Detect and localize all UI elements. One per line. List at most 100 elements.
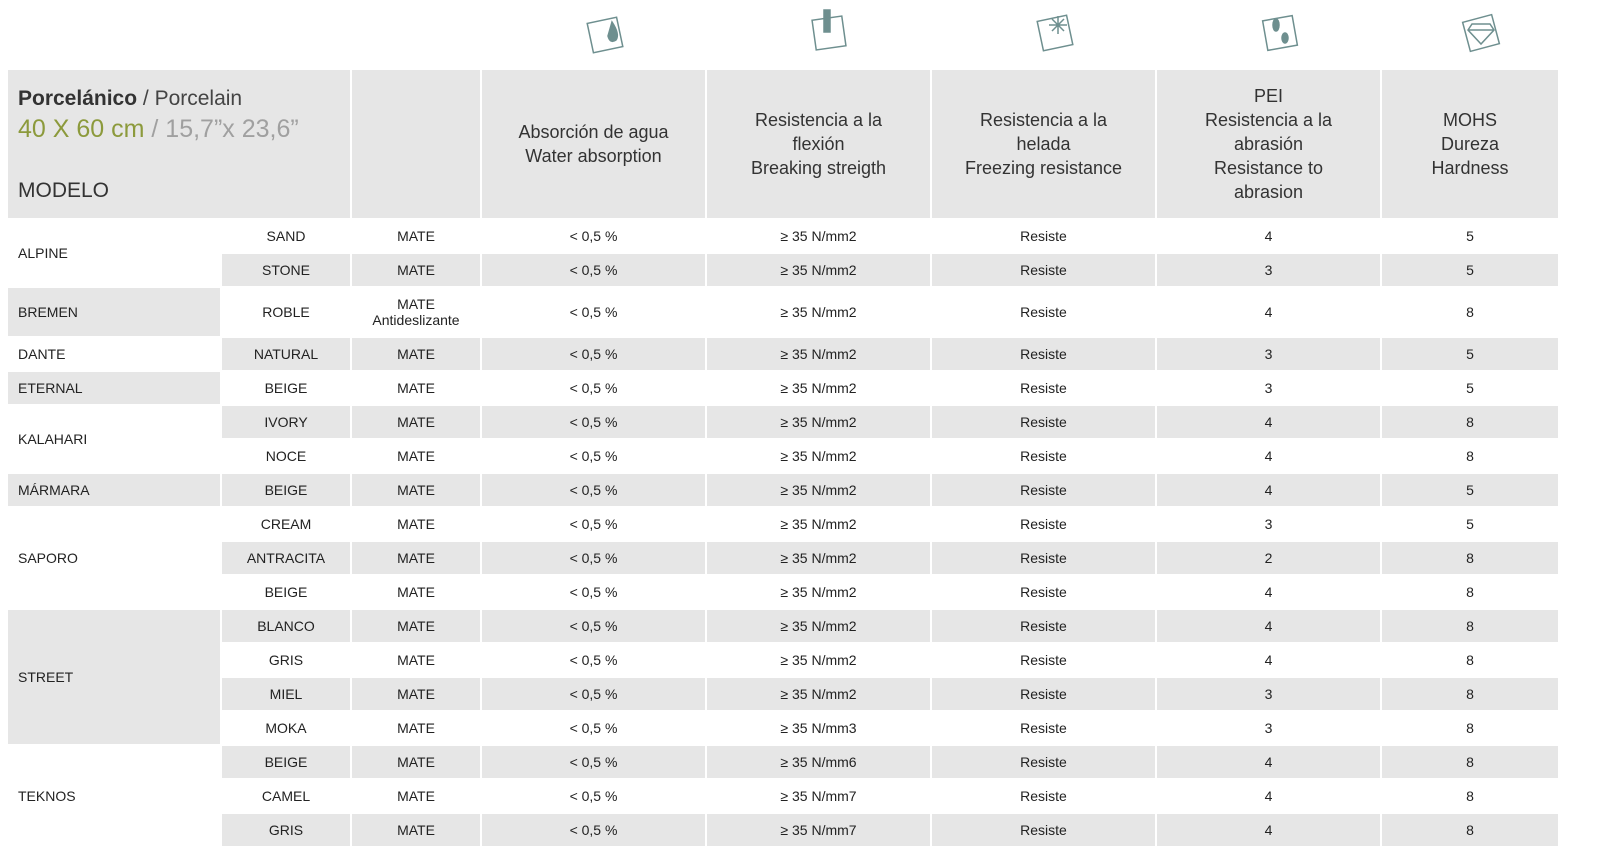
finish-cell: MATE bbox=[352, 406, 480, 438]
breaking-strength-cell: ≥ 35 N/mm7 bbox=[707, 814, 930, 846]
frost-resistance-cell: Resiste bbox=[932, 814, 1155, 846]
water-absorption-cell: < 0,5 % bbox=[482, 406, 705, 438]
water-absorption-cell: < 0,5 % bbox=[482, 814, 705, 846]
breaking-strength-cell: ≥ 35 N/mm2 bbox=[707, 474, 930, 506]
breaking-strength-cell: ≥ 35 N/mm2 bbox=[780, 584, 857, 600]
table-row: CAMEL MATE < 0,5 % ≥ 35 N/mm7 Resiste 4 8 bbox=[8, 780, 1558, 812]
water-absorption-cell: < 0,5 % bbox=[569, 380, 618, 396]
column-header: PEI Resistencia a la abrasión Resistance… bbox=[1157, 70, 1380, 218]
table-row: ETERNAL BEIGE MATE < 0,5 % ≥ 35 N/mm2 Resiste… bbox=[8, 372, 1558, 404]
frost-resistance-cell: Resiste bbox=[1020, 516, 1067, 532]
size-cm: 40 X 60 cm bbox=[18, 115, 145, 143]
frost-resistance-cell: Resiste bbox=[1020, 720, 1067, 736]
water-absorption-cell: < 0,5 % bbox=[569, 304, 618, 320]
frost-resistance-cell: Resiste bbox=[932, 610, 1155, 642]
frost-resistance-cell: Resiste bbox=[932, 542, 1155, 574]
color-cell: CAMEL bbox=[261, 788, 311, 804]
table-row: NOCE MATE < 0,5 % ≥ 35 N/mm2 Resiste 4 8 bbox=[8, 440, 1558, 472]
color-cell: GRIS bbox=[222, 814, 350, 846]
frost-resistance-cell: Resiste bbox=[932, 474, 1155, 506]
water-absorption-cell: < 0,5 % bbox=[569, 720, 618, 736]
model-cell: BREMEN bbox=[8, 288, 220, 336]
table-row: STREET BLANCO MATE < 0,5 % ≥ 35 N/mm2 Resiste… bbox=[8, 610, 1558, 744]
table-row: MÁRMARA BEIGE MATE < 0,5 % ≥ 35 N/mm2 Resiste… bbox=[8, 474, 1558, 506]
color-cell: IVORY bbox=[222, 406, 350, 438]
table-row: STONE MATE < 0,5 % ≥ 35 N/mm2 Resiste 3 5 bbox=[8, 254, 1558, 286]
color-cell: ANTRACITA bbox=[222, 542, 350, 574]
water-absorption-cell: < 0,5 % bbox=[569, 584, 618, 600]
column-header: Resistencia a la helada Freezing resista… bbox=[932, 70, 1155, 218]
model-cell: DANTE bbox=[18, 346, 66, 362]
icon-abrasion bbox=[1261, 14, 1299, 52]
mohs-cell: 8 bbox=[1466, 652, 1474, 668]
color-cell: BEIGE bbox=[222, 746, 350, 778]
modelo: MODELO bbox=[18, 179, 110, 202]
icon-flexion bbox=[811, 9, 847, 51]
finish-cell: MATE bbox=[397, 720, 435, 736]
pei-cell: 3 bbox=[1157, 254, 1380, 286]
finish-cell: MATE bbox=[352, 542, 480, 574]
column-header: Absorción de agua Water absorption bbox=[482, 70, 705, 218]
mohs-cell: 5 bbox=[1466, 380, 1474, 396]
pei-cell: 4 bbox=[1157, 406, 1380, 438]
pei-cell: 4 bbox=[1157, 474, 1380, 506]
column-header: MOHS Dureza Hardness bbox=[1382, 70, 1558, 218]
mohs-cell: 8 bbox=[1382, 542, 1558, 574]
finish-cell: MATE bbox=[352, 338, 480, 370]
finish-cell: MATE bbox=[397, 788, 435, 804]
table-row: ALPINE SAND MATE < 0,5 % ≥ 35 N/mm2 Resiste 4 5 bbox=[8, 220, 1558, 261]
frost-resistance-cell: Resiste bbox=[1020, 448, 1067, 464]
icon-frost bbox=[1036, 14, 1074, 52]
color-cell: NATURAL bbox=[222, 338, 350, 370]
mohs-cell: 8 bbox=[1382, 746, 1558, 778]
water-absorption-cell: < 0,5 % bbox=[482, 746, 705, 778]
icon-water bbox=[586, 16, 624, 54]
model-cell: ETERNAL bbox=[8, 372, 220, 404]
header-title-cell: Porcelánico / Porcelain 40 X 60 cm / 15,7… bbox=[8, 70, 350, 218]
color-cell: BEIGE bbox=[222, 474, 350, 506]
pei-cell: 4 bbox=[1157, 610, 1380, 642]
breaking-strength-cell: ≥ 35 N/mm2 bbox=[780, 304, 857, 320]
water-absorption-cell: < 0,5 % bbox=[569, 448, 618, 464]
title-rest: / Porcelain bbox=[137, 87, 243, 110]
color-cell: GRIS bbox=[268, 652, 304, 668]
color-cell: NOCE bbox=[265, 448, 307, 464]
finish-cell: MATE bbox=[352, 474, 480, 506]
pei-cell: 4 bbox=[1157, 814, 1380, 846]
color-cell: STONE bbox=[222, 254, 350, 286]
mohs-cell: 8 bbox=[1466, 584, 1474, 600]
water-absorption-cell: < 0,5 % bbox=[569, 228, 618, 244]
mohs-cell: 8 bbox=[1382, 678, 1558, 710]
pei-cell: 4 bbox=[1157, 746, 1380, 778]
pei-cell: 3 bbox=[1264, 516, 1273, 532]
frost-resistance-cell: Resiste bbox=[932, 678, 1155, 710]
water-absorption-cell: < 0,5 % bbox=[569, 516, 618, 532]
breaking-strength-cell: ≥ 35 N/mm2 bbox=[780, 228, 857, 244]
mohs-cell: 5 bbox=[1466, 228, 1474, 244]
pei-cell: 4 bbox=[1264, 584, 1273, 600]
mohs-cell: 8 bbox=[1466, 788, 1474, 804]
water-absorption-cell: < 0,5 % bbox=[482, 338, 705, 370]
table-row: BEIGE MATE < 0,5 % ≥ 35 N/mm2 Resiste 4 8 bbox=[8, 576, 1558, 608]
pei-cell: 4 bbox=[1264, 228, 1273, 244]
finish-cell: MATE Antideslizante bbox=[372, 296, 460, 328]
mohs-cell: 5 bbox=[1382, 474, 1558, 506]
icons bbox=[586, 9, 1501, 54]
frost-resistance-cell: Resiste bbox=[932, 406, 1155, 438]
table-row: SAPORO CREAM MATE < 0,5 % ≥ 35 N/mm2 Resiste 3… bbox=[8, 508, 1558, 566]
finish-cell: MATE bbox=[397, 228, 435, 244]
water-absorption-cell: < 0,5 % bbox=[569, 652, 618, 668]
table-row: TEKNOS BEIGE MATE < 0,5 % ≥ 35 N/mm6 Resiste 4… bbox=[8, 746, 1558, 804]
water-absorption-cell: < 0,5 % bbox=[482, 474, 705, 506]
frost-resistance-cell: Resiste bbox=[1020, 584, 1067, 600]
color-cell: SAND bbox=[266, 228, 306, 244]
mohs-cell: 8 bbox=[1382, 610, 1558, 642]
table-row: BREMEN ROBLE MATE Antideslizante < 0,5 % ≥ 3… bbox=[8, 288, 1558, 336]
mohs-cell: 8 bbox=[1466, 720, 1474, 736]
finish-cell: MATE bbox=[352, 610, 480, 642]
table-row: GRIS MATE < 0,5 % ≥ 35 N/mm7 Resiste 4 8 bbox=[8, 814, 1558, 846]
pei-cell: 2 bbox=[1157, 542, 1380, 574]
pei-cell: 4 bbox=[1264, 652, 1273, 668]
